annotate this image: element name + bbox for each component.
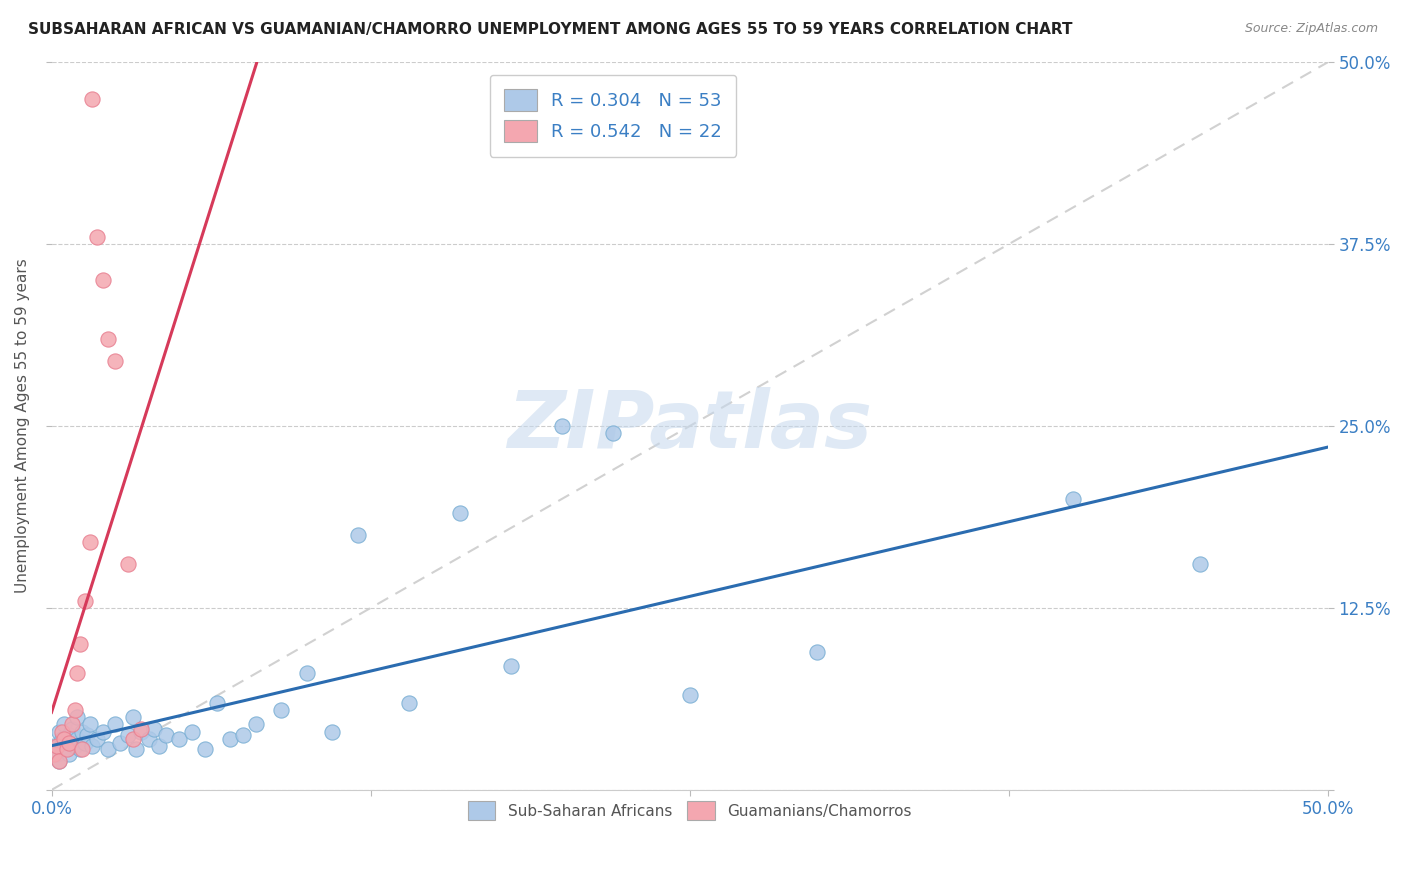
Point bbox=[181, 724, 204, 739]
Point bbox=[45, 747, 67, 761]
Point bbox=[142, 722, 165, 736]
Point bbox=[110, 736, 132, 750]
Point bbox=[60, 722, 83, 736]
Point bbox=[194, 742, 217, 756]
Point bbox=[58, 747, 80, 761]
Point bbox=[138, 731, 160, 746]
Point bbox=[602, 426, 624, 441]
Point bbox=[48, 754, 70, 768]
Point bbox=[129, 722, 152, 736]
Point bbox=[82, 739, 104, 754]
Point bbox=[53, 742, 76, 756]
Point bbox=[79, 535, 101, 549]
Point bbox=[117, 558, 139, 572]
Point bbox=[48, 754, 70, 768]
Point bbox=[270, 703, 292, 717]
Point bbox=[232, 728, 254, 742]
Point bbox=[499, 659, 522, 673]
Point bbox=[70, 724, 93, 739]
Point bbox=[66, 710, 89, 724]
Point bbox=[295, 666, 318, 681]
Point bbox=[91, 273, 114, 287]
Point bbox=[69, 637, 91, 651]
Point bbox=[122, 710, 145, 724]
Point bbox=[806, 645, 828, 659]
Point bbox=[73, 736, 96, 750]
Point bbox=[70, 742, 93, 756]
Point bbox=[219, 731, 242, 746]
Point bbox=[117, 728, 139, 742]
Point bbox=[76, 728, 98, 742]
Point bbox=[125, 742, 148, 756]
Text: ZIPatlas: ZIPatlas bbox=[508, 387, 872, 465]
Point bbox=[245, 717, 267, 731]
Y-axis label: Unemployment Among Ages 55 to 59 years: Unemployment Among Ages 55 to 59 years bbox=[15, 259, 30, 593]
Point bbox=[73, 593, 96, 607]
Point bbox=[53, 731, 76, 746]
Point bbox=[51, 724, 73, 739]
Point bbox=[42, 747, 65, 761]
Point bbox=[60, 717, 83, 731]
Point bbox=[97, 332, 120, 346]
Point bbox=[167, 731, 190, 746]
Point bbox=[86, 731, 108, 746]
Point bbox=[82, 91, 104, 105]
Point bbox=[129, 724, 152, 739]
Point bbox=[155, 728, 177, 742]
Point bbox=[66, 666, 89, 681]
Point bbox=[69, 742, 91, 756]
Point bbox=[45, 739, 67, 754]
Point bbox=[104, 353, 127, 368]
Point bbox=[53, 717, 76, 731]
Point bbox=[207, 696, 229, 710]
Point bbox=[66, 731, 89, 746]
Point bbox=[86, 229, 108, 244]
Point bbox=[122, 731, 145, 746]
Point bbox=[91, 724, 114, 739]
Point bbox=[104, 717, 127, 731]
Point bbox=[679, 688, 702, 702]
Point bbox=[58, 736, 80, 750]
Point bbox=[449, 507, 471, 521]
Point bbox=[1189, 558, 1212, 572]
Point bbox=[551, 419, 574, 434]
Text: Source: ZipAtlas.com: Source: ZipAtlas.com bbox=[1244, 22, 1378, 36]
Point bbox=[63, 703, 86, 717]
Point bbox=[58, 728, 80, 742]
Point bbox=[347, 528, 370, 542]
Point bbox=[148, 739, 170, 754]
Point bbox=[63, 739, 86, 754]
Legend: Sub-Saharan Africans, Guamanians/Chamorros: Sub-Saharan Africans, Guamanians/Chamorr… bbox=[461, 795, 918, 826]
Point bbox=[1062, 491, 1084, 506]
Point bbox=[56, 742, 79, 756]
Point bbox=[97, 742, 120, 756]
Point bbox=[398, 696, 420, 710]
Point bbox=[51, 731, 73, 746]
Point bbox=[48, 724, 70, 739]
Point bbox=[56, 736, 79, 750]
Point bbox=[79, 717, 101, 731]
Text: SUBSAHARAN AFRICAN VS GUAMANIAN/CHAMORRO UNEMPLOYMENT AMONG AGES 55 TO 59 YEARS : SUBSAHARAN AFRICAN VS GUAMANIAN/CHAMORRO… bbox=[28, 22, 1073, 37]
Point bbox=[321, 724, 343, 739]
Point bbox=[42, 739, 65, 754]
